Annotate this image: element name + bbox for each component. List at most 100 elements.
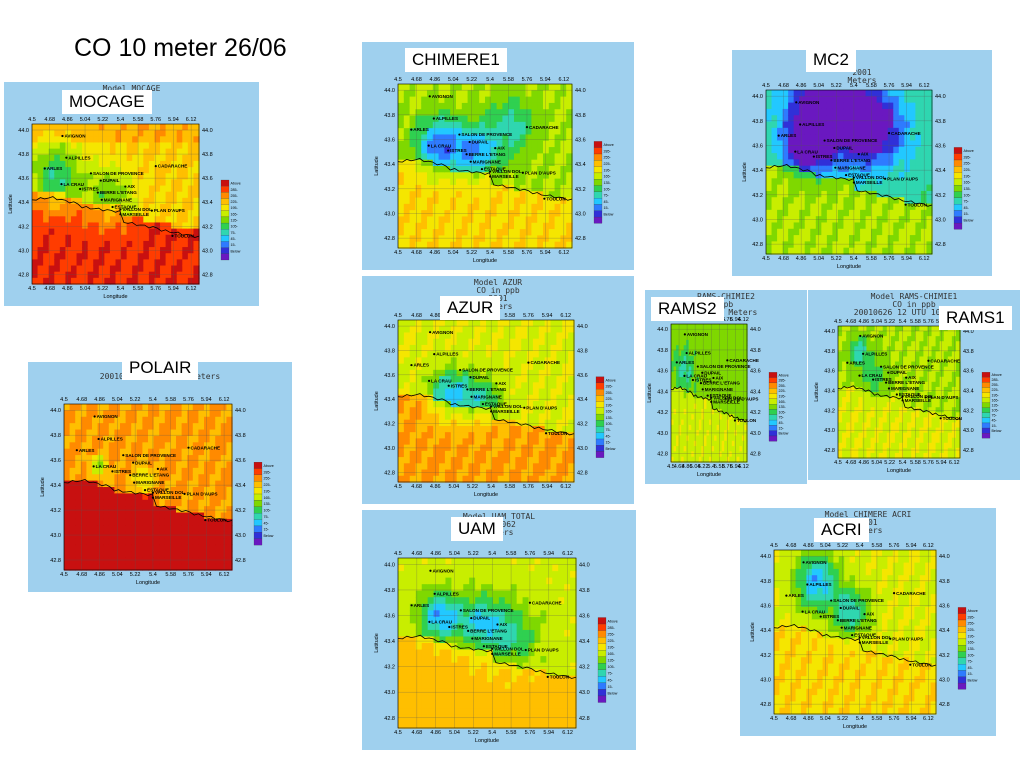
field-cell bbox=[860, 222, 867, 230]
field-cell bbox=[76, 124, 83, 131]
field-cell bbox=[788, 203, 795, 211]
x-tick-label: 4.68 bbox=[44, 286, 55, 292]
field-cell bbox=[899, 326, 904, 332]
field-cell bbox=[681, 398, 685, 405]
field-cell bbox=[176, 154, 183, 162]
field-cell bbox=[502, 153, 509, 161]
field-cell bbox=[899, 381, 904, 388]
field-cell bbox=[421, 326, 428, 334]
field-cell bbox=[878, 417, 884, 424]
field-cell bbox=[109, 197, 117, 205]
field-cell bbox=[766, 90, 773, 97]
field-cell bbox=[721, 324, 725, 330]
field-cell bbox=[32, 234, 39, 242]
field-cell bbox=[403, 134, 411, 142]
field-cell bbox=[849, 209, 856, 217]
field-cell bbox=[154, 253, 161, 260]
field-cell bbox=[846, 386, 851, 393]
field-cell bbox=[810, 108, 817, 116]
field-cell bbox=[532, 425, 540, 433]
field-cell bbox=[490, 216, 498, 224]
field-cell bbox=[531, 153, 538, 161]
city-dot bbox=[481, 402, 484, 406]
field-cell bbox=[838, 412, 843, 418]
field-cell bbox=[509, 419, 516, 427]
field-cell bbox=[886, 402, 892, 408]
field-cell bbox=[456, 338, 464, 346]
field-cell bbox=[187, 210, 195, 217]
field-cell bbox=[59, 228, 66, 236]
field-cell bbox=[439, 338, 446, 346]
field-cell bbox=[439, 475, 446, 483]
field-cell bbox=[560, 216, 567, 224]
field-cell bbox=[866, 412, 872, 418]
field-cell bbox=[734, 446, 738, 452]
field-cell bbox=[87, 154, 94, 162]
legend-swatch bbox=[953, 166, 963, 173]
field-cell bbox=[846, 336, 851, 342]
field-cell bbox=[696, 345, 700, 352]
field-cell bbox=[398, 401, 405, 408]
field-cell bbox=[456, 463, 464, 471]
field-cell bbox=[427, 407, 434, 415]
field-cell bbox=[782, 102, 789, 110]
field-cell bbox=[843, 165, 850, 173]
field-cell bbox=[734, 324, 738, 330]
field-cell bbox=[403, 197, 411, 205]
field-cell bbox=[703, 440, 708, 447]
field-cell bbox=[160, 136, 167, 144]
field-cell bbox=[508, 184, 515, 192]
field-cell bbox=[554, 147, 561, 154]
field-cell bbox=[894, 341, 900, 347]
field-cell bbox=[843, 96, 850, 104]
field-cell bbox=[508, 153, 515, 161]
field-cell bbox=[804, 96, 811, 104]
field-cell bbox=[187, 277, 195, 285]
field-cell bbox=[398, 90, 405, 98]
field-cell bbox=[671, 371, 675, 378]
field-cell bbox=[415, 235, 422, 243]
field-cell bbox=[409, 84, 416, 91]
field-cell bbox=[893, 222, 900, 230]
field-cell bbox=[849, 228, 856, 236]
field-cell bbox=[850, 447, 855, 454]
field-cell bbox=[59, 197, 66, 205]
field-cell bbox=[782, 115, 789, 123]
field-cell bbox=[846, 326, 851, 332]
field-cell bbox=[480, 388, 487, 396]
field-cell bbox=[832, 241, 839, 249]
field-cell bbox=[160, 240, 167, 248]
field-cell bbox=[703, 393, 708, 399]
field-cell bbox=[920, 127, 928, 135]
field-cell bbox=[821, 159, 828, 167]
field-cell bbox=[703, 451, 708, 458]
field-cell bbox=[926, 102, 933, 110]
field-cell bbox=[182, 130, 189, 137]
field-cell bbox=[543, 102, 550, 110]
city-label: AIX bbox=[715, 376, 724, 381]
field-cell bbox=[788, 190, 795, 198]
field-cell bbox=[832, 108, 839, 116]
field-cell bbox=[568, 338, 575, 346]
field-cell bbox=[870, 442, 876, 449]
field-cell bbox=[826, 146, 833, 154]
field-cell bbox=[403, 203, 411, 211]
field-cell bbox=[729, 424, 733, 431]
city-label: DUPAIL bbox=[103, 178, 120, 183]
field-cell bbox=[843, 102, 850, 110]
x-tick-label: 6.12 bbox=[738, 464, 749, 470]
legend-swatch bbox=[768, 430, 778, 437]
field-cell bbox=[409, 172, 416, 180]
field-cell bbox=[706, 403, 710, 410]
field-cell bbox=[439, 382, 446, 390]
field-cell bbox=[890, 371, 896, 378]
field-cell bbox=[497, 351, 505, 358]
field-cell bbox=[846, 366, 851, 373]
field-cell bbox=[480, 351, 487, 358]
field-cell bbox=[860, 203, 867, 211]
field-cell bbox=[698, 446, 702, 452]
field-cell bbox=[527, 332, 534, 340]
field-cell bbox=[165, 173, 172, 180]
field-cell bbox=[842, 392, 847, 398]
field-cell bbox=[862, 326, 868, 332]
